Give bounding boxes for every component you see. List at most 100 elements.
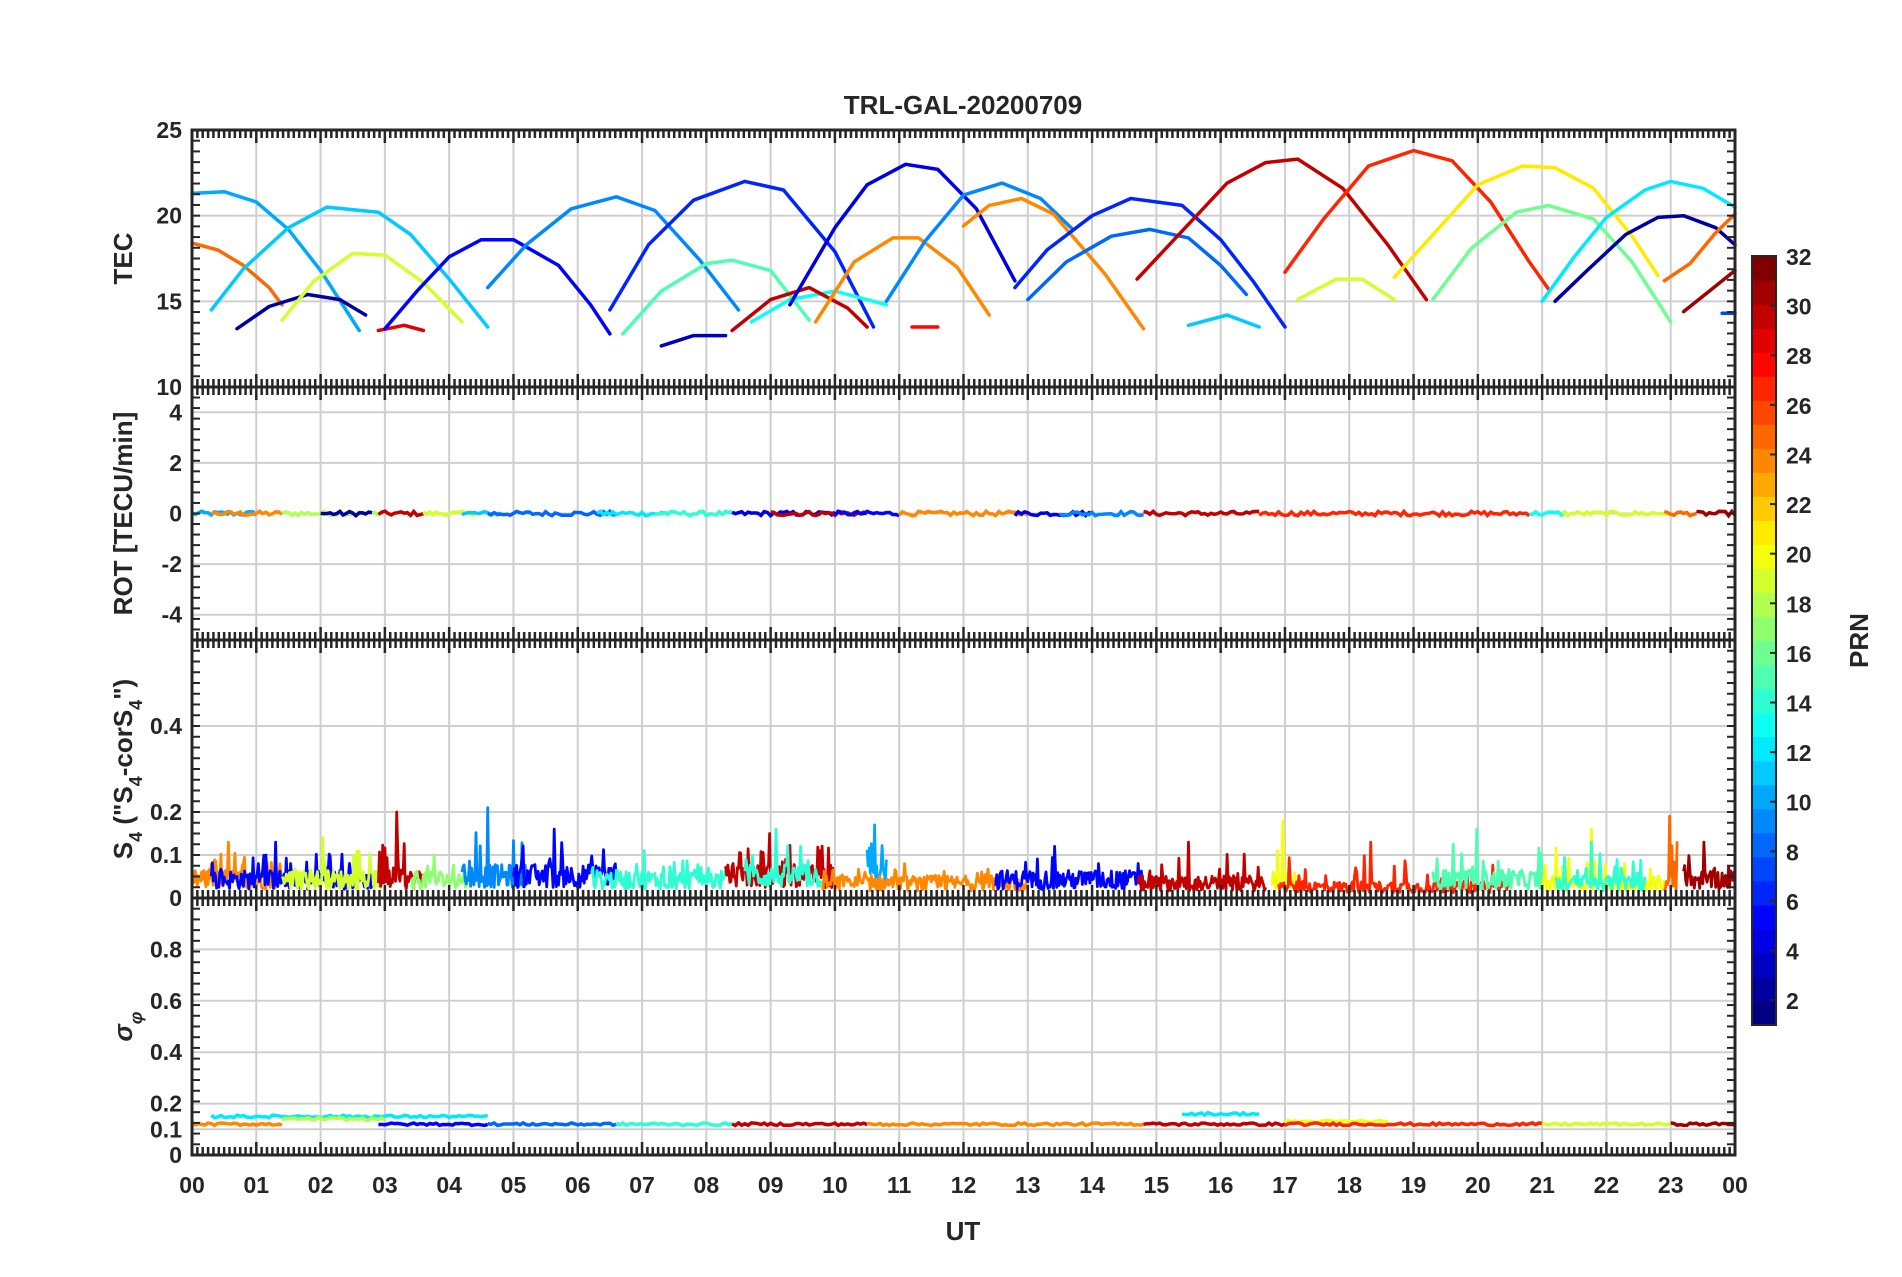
colorbar-swatch <box>1752 424 1776 449</box>
colorbar-swatch <box>1752 544 1776 570</box>
colorbar-tick-label: 12 <box>1786 740 1812 766</box>
s4-series <box>1682 840 1737 891</box>
rot-series <box>1561 509 1671 519</box>
x-tick-label: 02 <box>308 1172 334 1198</box>
colorbar-tick-label: 18 <box>1786 591 1812 617</box>
colorbar-tick-label: 28 <box>1786 343 1812 369</box>
rot-series <box>897 508 1029 518</box>
tec-arc <box>1296 277 1397 302</box>
tec-arc <box>485 195 741 312</box>
x-tick-label: 20 <box>1465 1172 1491 1198</box>
colorbar-swatch <box>1752 616 1776 642</box>
colorbar-swatch <box>1752 712 1776 738</box>
tec-arc <box>608 179 876 329</box>
x-tick-label: 19 <box>1401 1172 1427 1198</box>
y-tick-label: 0 <box>169 885 182 911</box>
y-tick-label: 15 <box>156 288 182 314</box>
colorbar-tick-label: 2 <box>1786 988 1799 1014</box>
s4-series <box>1663 814 1679 892</box>
y-tick-label: 0.2 <box>150 799 182 825</box>
colorbar-swatch <box>1752 328 1776 353</box>
y-tick-label: 0.1 <box>150 842 182 868</box>
tec-arc <box>280 251 464 324</box>
tec-arc <box>1553 213 1737 304</box>
tec-arc <box>659 333 728 348</box>
colorbar-swatch <box>1752 520 1776 545</box>
colorbar-tick-label: 4 <box>1786 939 1799 965</box>
rot-series <box>320 509 373 518</box>
colorbar-swatch <box>1752 496 1776 521</box>
colorbar-tick-label: 6 <box>1786 889 1799 915</box>
tec-arc <box>209 205 490 329</box>
colorbar-frame <box>1751 255 1777 1026</box>
x-tick-label: 08 <box>694 1172 720 1198</box>
x-tick-label: 01 <box>243 1172 269 1198</box>
y-tick-label: 0.6 <box>150 988 182 1014</box>
colorbar-swatch <box>1752 664 1776 690</box>
colorbar-swatch <box>1752 928 1776 954</box>
y-axis-label: ROT [TECU/min] <box>108 412 138 616</box>
s4-series <box>1136 840 1268 893</box>
colorbar-swatch <box>1752 736 1776 762</box>
colorbar-swatch <box>1752 448 1776 473</box>
x-tick-label: 22 <box>1594 1172 1620 1198</box>
y-tick-label: 0.4 <box>150 1039 182 1065</box>
s4-series <box>512 827 618 889</box>
s4-series <box>743 827 823 888</box>
tec-arc <box>190 241 284 307</box>
y-tick-label: 25 <box>156 117 182 143</box>
rot-series <box>731 509 837 519</box>
colorbar-tick-label: 22 <box>1786 492 1812 518</box>
tec-arc <box>1026 227 1249 302</box>
tec-arc <box>235 292 368 331</box>
chart-title: TRL-GAL-20200709 <box>844 90 1082 120</box>
colorbar-tick-label: 10 <box>1786 790 1812 816</box>
x-tick-label: 18 <box>1336 1172 1362 1198</box>
s4-series <box>410 853 470 891</box>
y-tick-label: -4 <box>162 602 183 628</box>
x-tick-label: 05 <box>501 1172 527 1198</box>
y-tick-label: 0 <box>169 501 182 527</box>
tec-arc <box>1540 179 1737 304</box>
sigma-phi-series <box>281 1115 386 1123</box>
y-axis-label: TEC <box>108 232 138 284</box>
s4-series <box>280 836 386 891</box>
tec-arc <box>383 237 612 336</box>
colorbar-tick-label: 30 <box>1786 294 1812 320</box>
colorbar-swatch <box>1752 760 1776 786</box>
colorbar-tick-label: 8 <box>1786 839 1799 865</box>
s4-series <box>1554 840 1647 893</box>
rot-series <box>1663 509 1697 518</box>
x-tick-label: 21 <box>1529 1172 1555 1198</box>
sigma-phi-series <box>615 1120 733 1128</box>
tec-arc <box>1135 157 1429 302</box>
s4-series <box>590 849 727 891</box>
colorbar-tick-label: 20 <box>1786 542 1812 568</box>
tec-arc <box>961 196 1146 331</box>
colorbar-tick-label: 24 <box>1786 442 1812 468</box>
colorbar-swatch <box>1752 256 1776 281</box>
sigma-phi-series <box>1284 1120 1543 1128</box>
rot-series <box>1059 508 1144 518</box>
sigma-phi-series <box>1541 1120 1672 1128</box>
y-tick-label: 10 <box>156 374 182 400</box>
s4-series <box>820 862 1030 893</box>
y-tick-label: 4 <box>169 399 182 425</box>
tec-arc <box>730 285 869 333</box>
rot-series <box>654 509 733 518</box>
y-tick-label: 20 <box>156 203 182 229</box>
x-axis-label: UT <box>946 1216 981 1246</box>
colorbar-swatch <box>1752 808 1776 834</box>
colorbar-swatch <box>1752 304 1776 329</box>
x-tick-label: 10 <box>822 1172 848 1198</box>
rot-series <box>1143 509 1260 518</box>
x-tick-label: 09 <box>758 1172 784 1198</box>
sigma-phi-series <box>731 1120 868 1128</box>
y-axis-label: σφ <box>108 1011 146 1041</box>
tec-arc <box>190 189 361 333</box>
rot-series <box>487 508 617 518</box>
